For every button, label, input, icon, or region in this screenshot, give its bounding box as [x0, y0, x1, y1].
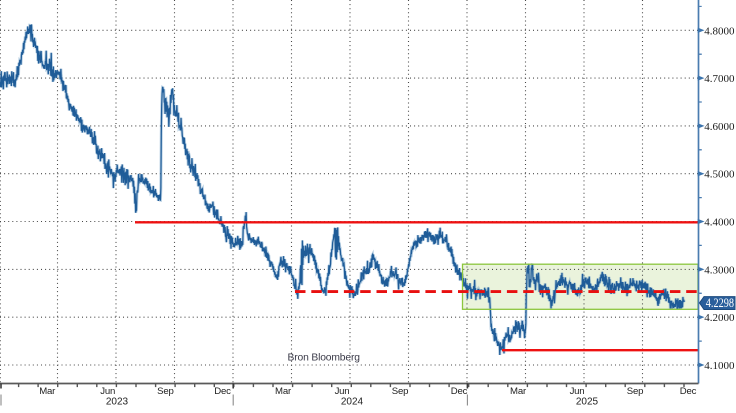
svg-text:Dec: Dec	[451, 386, 468, 397]
svg-text:Jun: Jun	[100, 386, 115, 397]
svg-text:Mar: Mar	[510, 386, 527, 397]
svg-text:Sep: Sep	[392, 386, 408, 397]
svg-text:4.6000: 4.6000	[704, 121, 735, 133]
svg-text:Jun: Jun	[335, 386, 350, 397]
svg-text:4.8000: 4.8000	[704, 25, 735, 37]
svg-text:Sep: Sep	[627, 386, 643, 397]
svg-text:2024: 2024	[341, 397, 364, 408]
svg-text:Mar: Mar	[39, 386, 56, 397]
svg-text:Dec: Dec	[680, 386, 697, 397]
svg-text:Sep: Sep	[157, 386, 173, 397]
svg-text:4.1000: 4.1000	[704, 360, 735, 372]
svg-text:Dec: Dec	[214, 386, 231, 397]
svg-text:4.7000: 4.7000	[704, 73, 735, 85]
svg-text:4.5000: 4.5000	[704, 169, 735, 181]
svg-text:4.2298: 4.2298	[706, 296, 734, 310]
svg-text:2025: 2025	[576, 397, 599, 408]
svg-text:4.2000: 4.2000	[704, 312, 735, 324]
svg-text:4.3000: 4.3000	[704, 264, 735, 276]
svg-text:4.4000: 4.4000	[704, 217, 735, 229]
svg-text:Mar: Mar	[275, 386, 292, 397]
svg-text:Bron Bloomberg: Bron Bloomberg	[288, 353, 361, 364]
svg-text:Jun: Jun	[570, 386, 585, 397]
svg-text:2023: 2023	[106, 397, 129, 408]
